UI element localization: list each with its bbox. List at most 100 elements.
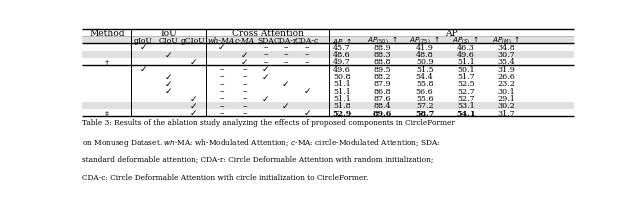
Text: ✓: ✓ xyxy=(262,94,269,103)
Text: ✓: ✓ xyxy=(164,50,172,59)
Text: 52.7: 52.7 xyxy=(457,87,475,95)
Text: 30.1: 30.1 xyxy=(498,87,515,95)
Text: ✓: ✓ xyxy=(241,58,248,67)
Text: –: – xyxy=(263,43,268,52)
Text: –: – xyxy=(219,101,223,110)
Text: 51.8: 51.8 xyxy=(333,102,351,110)
Text: –: – xyxy=(219,65,223,74)
Text: 30.2: 30.2 xyxy=(498,102,515,110)
Text: –: – xyxy=(243,101,247,110)
Text: IoU: IoU xyxy=(161,29,177,37)
Text: –: – xyxy=(243,72,247,81)
Text: 48.6: 48.6 xyxy=(333,51,351,59)
Text: 88.4: 88.4 xyxy=(374,102,392,110)
Text: 23.2: 23.2 xyxy=(498,80,515,88)
Text: Cross Attention: Cross Attention xyxy=(232,29,304,37)
Text: Table 3: Results of the ablation study analyzing the effects of proposed compone: Table 3: Results of the ablation study a… xyxy=(83,118,455,126)
Text: $AP_{(50)}$ $\uparrow$: $AP_{(50)}$ $\uparrow$ xyxy=(367,35,398,46)
Text: on Monuseg Dataset. $wh$-MA: wh-Modulated Attention; $c$-MA: circle-Modulated At: on Monuseg Dataset. $wh$-MA: wh-Modulate… xyxy=(83,137,441,149)
Text: ✓: ✓ xyxy=(303,109,311,118)
Text: 52.7: 52.7 xyxy=(457,95,475,103)
Text: 50.9: 50.9 xyxy=(416,58,433,66)
Text: ✓: ✓ xyxy=(164,80,172,89)
Text: standard deformable attention; CDA-r: Circle Deformable Attention with random in: standard deformable attention; CDA-r: Ci… xyxy=(83,155,434,163)
Text: wh-MA: wh-MA xyxy=(208,36,235,44)
Text: –: – xyxy=(263,50,268,59)
Text: CDA-r: CDA-r xyxy=(274,36,298,44)
Text: –: – xyxy=(219,109,223,118)
Text: 49.6: 49.6 xyxy=(457,51,475,59)
Text: –: – xyxy=(284,50,288,59)
Text: ✓: ✓ xyxy=(262,72,269,81)
Text: –: – xyxy=(219,80,223,89)
Text: ✓: ✓ xyxy=(140,65,147,74)
Text: 29.1: 29.1 xyxy=(498,95,515,103)
Text: –: – xyxy=(219,87,223,96)
Text: ✓: ✓ xyxy=(189,101,197,110)
Text: ✓: ✓ xyxy=(282,80,289,89)
Text: 89.6: 89.6 xyxy=(373,109,392,117)
Text: 31.9: 31.9 xyxy=(498,66,515,74)
Text: –: – xyxy=(305,43,309,52)
Text: ✓: ✓ xyxy=(218,43,225,52)
Text: 30.7: 30.7 xyxy=(498,51,515,59)
Text: ✓: ✓ xyxy=(241,50,248,59)
Text: –: – xyxy=(243,65,247,74)
Text: ‡: ‡ xyxy=(105,109,109,117)
Text: 51.1: 51.1 xyxy=(333,87,351,95)
Text: 56.6: 56.6 xyxy=(416,87,433,95)
Text: 51.5: 51.5 xyxy=(416,66,433,74)
Text: 51.1: 51.1 xyxy=(333,80,351,88)
Text: ✓: ✓ xyxy=(189,58,197,67)
Text: $AP_{(S)}$ $\uparrow$: $AP_{(S)}$ $\uparrow$ xyxy=(452,35,479,46)
Text: –: – xyxy=(263,58,268,67)
Text: 50.8: 50.8 xyxy=(333,73,351,81)
Text: 26.6: 26.6 xyxy=(498,73,515,81)
Text: –: – xyxy=(305,50,309,59)
Text: ✓: ✓ xyxy=(164,72,172,81)
Text: 52.9: 52.9 xyxy=(332,109,351,117)
Text: ✓: ✓ xyxy=(140,43,147,52)
Text: 87.9: 87.9 xyxy=(374,80,392,88)
Text: ✓: ✓ xyxy=(189,109,197,118)
Text: 46.3: 46.3 xyxy=(457,44,475,52)
Text: 51.1: 51.1 xyxy=(333,95,351,103)
Text: 49.6: 49.6 xyxy=(333,66,351,74)
Text: 87.6: 87.6 xyxy=(374,95,392,103)
Text: 48.8: 48.8 xyxy=(416,51,433,59)
Text: gIoU: gIoU xyxy=(134,36,153,44)
Text: 31.7: 31.7 xyxy=(498,109,515,117)
Text: SDA: SDA xyxy=(257,36,274,44)
Text: 89.5: 89.5 xyxy=(374,66,392,74)
Text: $AP_{(75)}$ $\uparrow$: $AP_{(75)}$ $\uparrow$ xyxy=(410,35,440,46)
Text: 88.2: 88.2 xyxy=(374,73,392,81)
Bar xyxy=(83,102,573,109)
Text: 45.7: 45.7 xyxy=(333,44,351,52)
Text: –: – xyxy=(243,87,247,96)
Text: –: – xyxy=(305,58,309,67)
Text: 86.8: 86.8 xyxy=(374,87,392,95)
Text: –: – xyxy=(284,58,288,67)
Text: –: – xyxy=(219,72,223,81)
Text: –: – xyxy=(284,43,288,52)
Text: ✓: ✓ xyxy=(164,87,172,96)
Text: 88.8: 88.8 xyxy=(374,58,391,66)
Text: 58.7: 58.7 xyxy=(415,109,435,117)
Text: 55.6: 55.6 xyxy=(416,95,433,103)
Text: CIoU: CIoU xyxy=(159,36,178,44)
Text: 88.9: 88.9 xyxy=(374,44,392,52)
Text: ✓: ✓ xyxy=(189,94,197,103)
Text: –: – xyxy=(243,80,247,89)
Text: 55.8: 55.8 xyxy=(416,80,433,88)
Text: gCIoU: gCIoU xyxy=(180,36,205,44)
Text: 54.4: 54.4 xyxy=(416,73,433,81)
Text: 53.1: 53.1 xyxy=(457,102,475,110)
Text: 35.4: 35.4 xyxy=(498,58,515,66)
Bar xyxy=(83,37,573,44)
Text: $AP$ $\uparrow$: $AP$ $\uparrow$ xyxy=(332,35,352,45)
Text: Method: Method xyxy=(89,29,125,37)
Text: $AP_{(M)}$ $\uparrow$: $AP_{(M)}$ $\uparrow$ xyxy=(492,35,521,46)
Text: †: † xyxy=(105,58,109,66)
Text: CDA-c: Circle Deformable Attention with circle initialization to CircleFormer.: CDA-c: Circle Deformable Attention with … xyxy=(83,173,369,181)
Text: 51.7: 51.7 xyxy=(457,73,475,81)
